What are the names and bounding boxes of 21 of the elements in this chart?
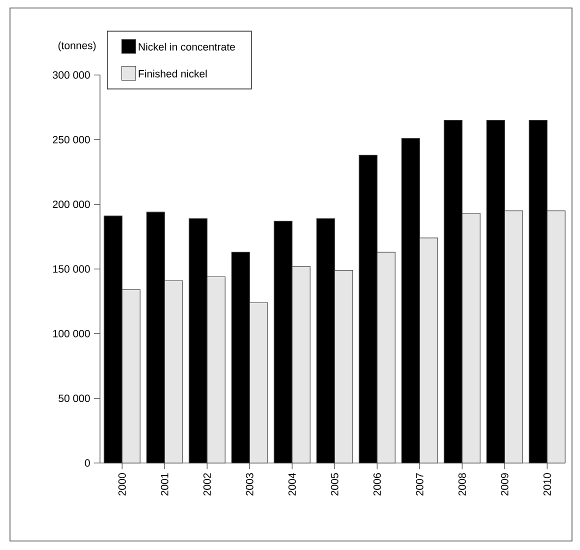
legend-label: Finished nickel: [138, 70, 207, 78]
x-tick-label: 2004: [288, 473, 296, 496]
x-tick-label: 2000: [118, 473, 126, 496]
x-tick-label: 2009: [500, 473, 508, 496]
x-tick-label: 2003: [246, 473, 254, 496]
y-axis-title: (tonnes): [58, 42, 96, 52]
x-tick-label: 2002: [203, 473, 211, 496]
y-tick-label: 50 000: [58, 394, 90, 402]
y-tick-label: 0: [84, 459, 90, 467]
x-tick-label: 2007: [416, 473, 424, 496]
y-tick-label: 300 000: [52, 71, 90, 79]
x-tick-label: 2008: [458, 473, 466, 496]
x-tick-label: 2005: [330, 473, 338, 496]
y-tick-label: 250 000: [52, 136, 90, 144]
x-tick-label: 2010: [543, 473, 551, 496]
y-tick-label: 200 000: [52, 200, 90, 208]
y-tick-label: 150 000: [53, 265, 90, 273]
y-tick-label: 100 000: [53, 330, 90, 338]
legend-label: Nickel in concentrate: [138, 42, 235, 51]
x-tick-label: 2001: [160, 473, 168, 496]
x-tick-label: 2006: [373, 473, 381, 496]
